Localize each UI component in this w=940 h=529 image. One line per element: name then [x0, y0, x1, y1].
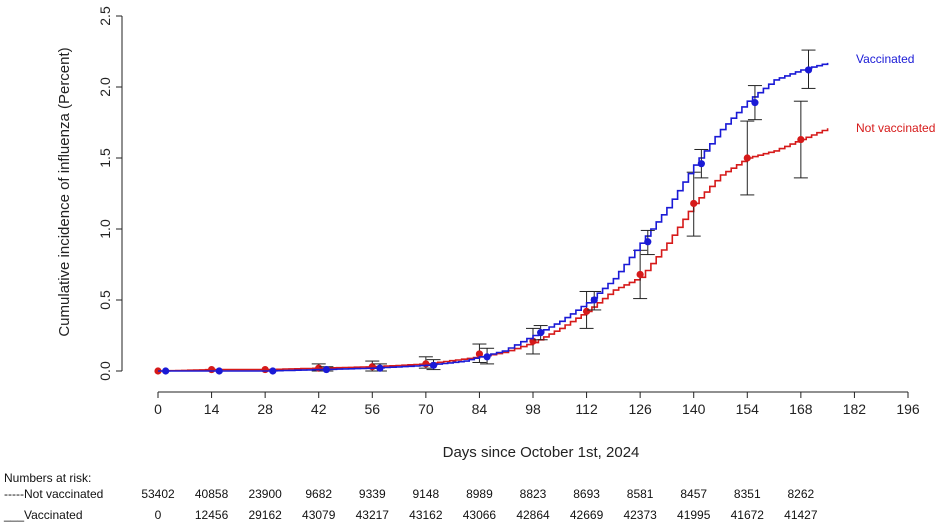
vaccinated-point	[162, 367, 170, 375]
risk-count: 53402	[141, 487, 175, 501]
risk-count: 43217	[356, 508, 390, 522]
vaccinated-point	[429, 361, 438, 369]
risk-count: 8989	[466, 487, 493, 501]
x-tick-label: 196	[896, 401, 920, 417]
x-tick-label: 126	[628, 401, 652, 417]
risk-table: -----Not vaccinated 53402 40858 23900 9682 93…	[3, 487, 818, 522]
not-vaccinated-point	[475, 350, 484, 358]
risk-row-label: -----Not vaccinated	[4, 487, 103, 501]
not-vaccinated-point	[422, 360, 430, 368]
risk-count: 8823	[520, 487, 547, 501]
risk-count: 29162	[248, 508, 282, 522]
risk-count: 8457	[680, 487, 707, 501]
x-tick-label: 0	[154, 401, 162, 417]
risk-row-label: ___Vaccinated	[3, 508, 83, 522]
y-tick-label: 2.0	[97, 77, 113, 97]
vaccinated-point	[322, 365, 330, 374]
x-tick-label: 28	[257, 401, 273, 417]
not-vaccinated-point	[207, 365, 216, 374]
not-vaccinated-curve	[158, 128, 829, 372]
x-tick-label: 112	[575, 401, 598, 417]
risk-count: 8262	[788, 487, 815, 501]
risk-count: 40858	[195, 487, 229, 501]
vaccinated-point	[537, 329, 545, 337]
not-vaccinated-point	[743, 154, 751, 162]
not-vaccinated-point	[261, 365, 269, 374]
x-tick-label: 154	[736, 401, 760, 417]
risk-count: 8581	[627, 487, 654, 501]
risk-count: 42669	[570, 508, 604, 522]
risk-count: 42373	[623, 508, 657, 522]
x-tick-label: 42	[311, 401, 327, 417]
vaccinated-point	[376, 364, 384, 372]
x-tick-label: 140	[682, 401, 706, 417]
x-tick-label: 168	[789, 401, 813, 417]
legend-not-vaccinated: Not vaccinated	[856, 121, 935, 135]
risk-count: 9339	[359, 487, 386, 501]
vaccinated-point	[590, 296, 598, 304]
not-vaccinated-point	[636, 270, 644, 279]
y-tick-label: 1.5	[97, 148, 113, 168]
vaccinated-point	[804, 66, 813, 74]
x-axis-label: Days since October 1st, 2024	[443, 444, 640, 461]
risk-count: 0	[155, 508, 162, 522]
vaccinated-point	[697, 160, 705, 168]
x-tick-label: 84	[472, 401, 488, 417]
y-tick-label: 2.5	[97, 6, 113, 26]
x-tick-label: 56	[364, 401, 380, 417]
risk-count: 42864	[516, 508, 550, 522]
vaccinated-curve	[158, 62, 829, 372]
risk-count: 8351	[734, 487, 761, 501]
vaccinated-point	[483, 353, 491, 361]
x-tick-label: 70	[418, 401, 434, 417]
not-vaccinated-point	[690, 199, 698, 208]
risk-count: 43162	[409, 508, 443, 522]
not-vaccinated-point	[797, 135, 805, 144]
risk-count: 8693	[573, 487, 600, 501]
risk-table-title: Numbers at risk:	[4, 471, 91, 485]
y-tick-label: 0.0	[97, 361, 113, 381]
risk-count: 9682	[305, 487, 332, 501]
y-tick-label: 1.0	[97, 219, 113, 239]
axes-group: 0.0 0.5 1.0 1.5 2.0 2.5 0 14 28 42 56 70 84 98 112 126 1…	[97, 6, 920, 417]
risk-count: 12456	[195, 508, 229, 522]
risk-count: 9148	[413, 487, 440, 501]
not-vaccinated-point	[582, 307, 591, 315]
vaccinated-point	[215, 367, 223, 375]
vaccinated-point	[269, 367, 277, 375]
x-tick-label: 182	[843, 401, 867, 417]
x-tick-label: 14	[204, 401, 220, 417]
y-tick-label: 0.5	[97, 290, 113, 310]
risk-count: 43066	[463, 508, 497, 522]
x-tick-label: 98	[525, 401, 541, 417]
legend-vaccinated: Vaccinated	[856, 52, 914, 66]
risk-count: 23900	[248, 487, 282, 501]
y-axis-label: Cumulative incidence of influenza (Perce…	[56, 47, 73, 336]
risk-count: 43079	[302, 508, 336, 522]
series-layer	[154, 49, 829, 375]
risk-count: 41995	[677, 508, 711, 522]
vaccinated-point	[644, 238, 652, 246]
vaccinated-point	[751, 99, 759, 107]
risk-count: 41672	[731, 508, 765, 522]
risk-count: 41427	[784, 508, 818, 522]
